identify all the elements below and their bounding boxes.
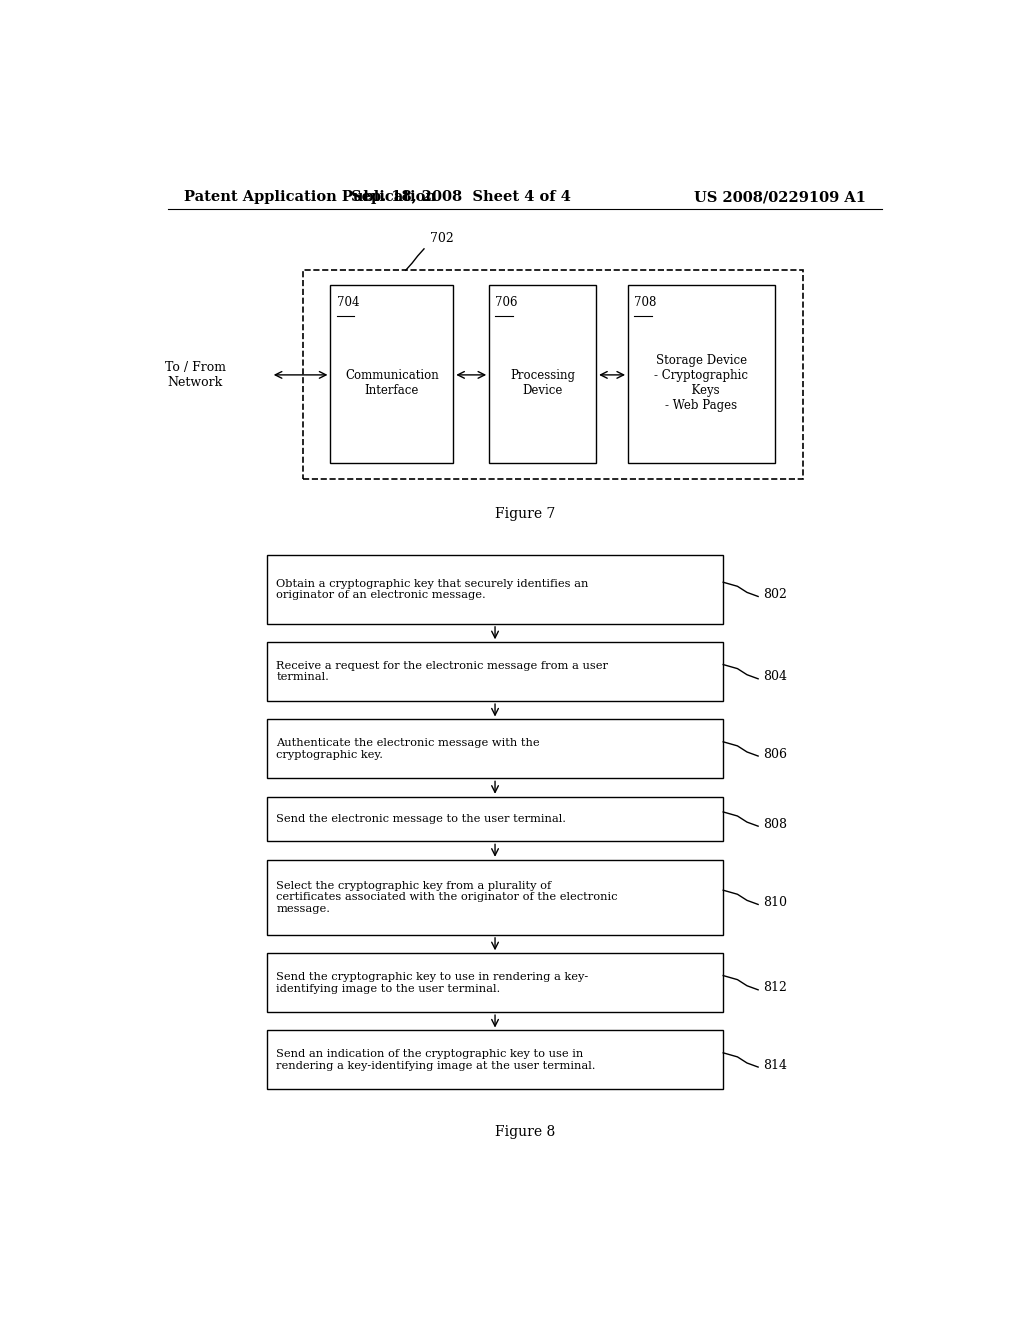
Text: 702: 702 [430, 232, 454, 244]
Text: 808: 808 [763, 817, 786, 830]
Text: Send the cryptographic key to use in rendering a key-
identifying image to the u: Send the cryptographic key to use in ren… [276, 972, 589, 994]
Text: Select the cryptographic key from a plurality of
certificates associated with th: Select the cryptographic key from a plur… [276, 880, 617, 913]
Text: Receive a request for the electronic message from a user
terminal.: Receive a request for the electronic mes… [276, 661, 608, 682]
Text: Authenticate the electronic message with the
cryptographic key.: Authenticate the electronic message with… [276, 738, 540, 760]
Bar [331, 285, 454, 463]
Text: 704: 704 [337, 296, 359, 309]
Text: Obtain a cryptographic key that securely identifies an
originator of an electron: Obtain a cryptographic key that securely… [276, 578, 589, 601]
Text: Sep. 18, 2008  Sheet 4 of 4: Sep. 18, 2008 Sheet 4 of 4 [351, 190, 571, 205]
Text: Figure 7: Figure 7 [495, 507, 555, 521]
Bar [267, 797, 723, 841]
Text: Send the electronic message to the user terminal.: Send the electronic message to the user … [276, 814, 566, 824]
Text: Send an indication of the cryptographic key to use in
rendering a key-identifyin: Send an indication of the cryptographic … [276, 1049, 596, 1071]
Text: US 2008/0229109 A1: US 2008/0229109 A1 [694, 190, 866, 205]
Text: Storage Device
- Cryptographic
  Keys
- Web Pages: Storage Device - Cryptographic Keys - We… [654, 354, 749, 412]
Text: To / From
Network: To / From Network [165, 360, 226, 389]
Text: 812: 812 [763, 981, 786, 994]
Text: 708: 708 [634, 296, 656, 309]
Bar [628, 285, 775, 463]
Text: Figure 8: Figure 8 [495, 1125, 555, 1139]
Bar [267, 1031, 723, 1089]
Text: 804: 804 [763, 671, 786, 684]
Text: 802: 802 [763, 587, 786, 601]
Bar [267, 719, 723, 779]
Bar [267, 953, 723, 1012]
Text: 806: 806 [763, 747, 786, 760]
Text: 810: 810 [763, 896, 786, 909]
Text: Processing
Device: Processing Device [510, 368, 575, 396]
Bar [267, 859, 723, 935]
Bar [267, 643, 723, 701]
Bar [489, 285, 596, 463]
Text: 814: 814 [763, 1059, 786, 1072]
Text: 706: 706 [496, 296, 518, 309]
Bar [267, 554, 723, 624]
Bar [303, 271, 803, 479]
Text: Patent Application Publication: Patent Application Publication [183, 190, 435, 205]
Text: Communication
Interface: Communication Interface [345, 368, 438, 396]
